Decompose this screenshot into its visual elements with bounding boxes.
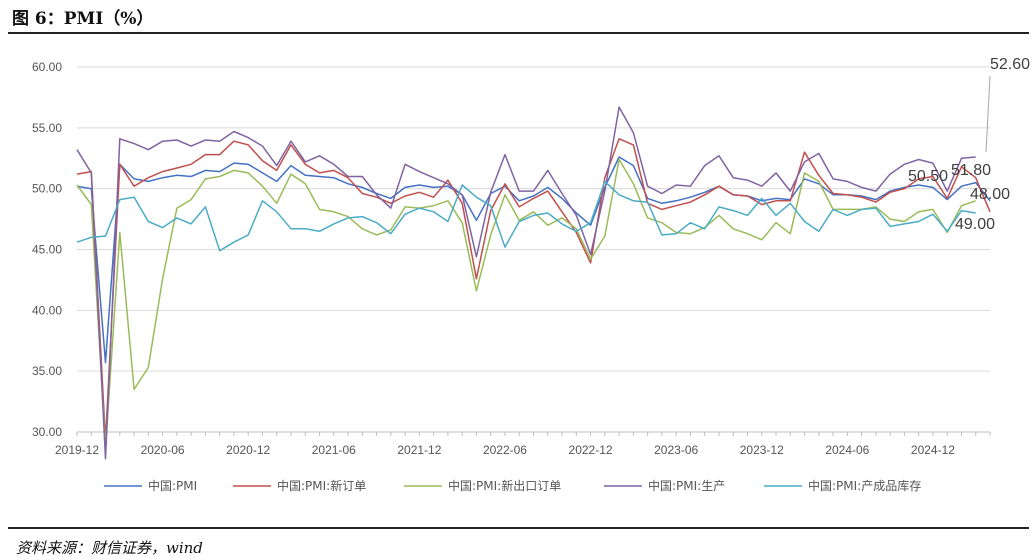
y-tick-label: 50.00 <box>32 182 62 196</box>
bottom-divider <box>8 527 1029 529</box>
x-tick-label: 2021-12 <box>397 443 441 457</box>
x-tick-label: 2020-06 <box>141 443 185 457</box>
y-tick-label: 35.00 <box>32 364 62 378</box>
x-tick-label: 2023-12 <box>740 443 784 457</box>
page-title: 图 6：PMI（%） <box>12 9 154 29</box>
top-divider <box>8 32 1029 34</box>
y-tick-label: 55.00 <box>32 121 62 135</box>
series-line <box>76 180 976 252</box>
legend: 中国:PMI 中国:PMI:新订单 中国:PMI:新出口订单 中国:PMI:生产 中国:… <box>104 478 921 493</box>
legend-label: 中国:PMI:产成品库存 <box>808 478 921 493</box>
x-axis: 2019-12 2020-06 2020-12 2021-06 2021-12 2022-… <box>55 431 991 457</box>
y-tick-label: 40.00 <box>32 303 62 317</box>
legend-label: 中国:PMI:生产 <box>648 478 725 493</box>
series-line <box>76 138 991 442</box>
legend-label: 中国:PMI:新出口订单 <box>448 478 561 493</box>
data-label: 48.00 <box>970 186 1010 203</box>
y-axis: 30.00 35.00 40.00 45.00 50.00 55.00 60.00 <box>32 60 62 439</box>
x-tick-label: 2022-06 <box>483 443 527 457</box>
data-label: 49.00 <box>955 216 995 233</box>
x-tick-label: 2021-06 <box>312 443 356 457</box>
gridlines <box>77 66 990 372</box>
y-tick-label: 45.00 <box>32 243 62 257</box>
x-tick-label: 2019-12 <box>55 443 99 457</box>
y-tick-label: 30.00 <box>32 425 62 439</box>
data-label: 51.80 <box>951 162 991 179</box>
annotation-leader <box>985 75 991 153</box>
data-label: 52.60 <box>990 56 1030 73</box>
series-lines <box>76 106 991 460</box>
x-tick-label: 2024-06 <box>825 443 869 457</box>
legend-label: 中国:PMI:新订单 <box>277 478 366 493</box>
series-line <box>76 106 976 460</box>
legend-label: 中国:PMI <box>148 478 197 493</box>
data-label: 50.50 <box>908 168 948 185</box>
y-tick-label: 60.00 <box>32 60 62 74</box>
source-note: 资料来源：财信证券，wind <box>16 539 203 557</box>
x-tick-label: 2022-12 <box>569 443 613 457</box>
series-line <box>76 158 976 449</box>
x-tick-label: 2024-12 <box>911 443 955 457</box>
series-line <box>76 156 991 364</box>
x-tick-label: 2023-06 <box>654 443 698 457</box>
x-tick-label: 2020-12 <box>226 443 270 457</box>
